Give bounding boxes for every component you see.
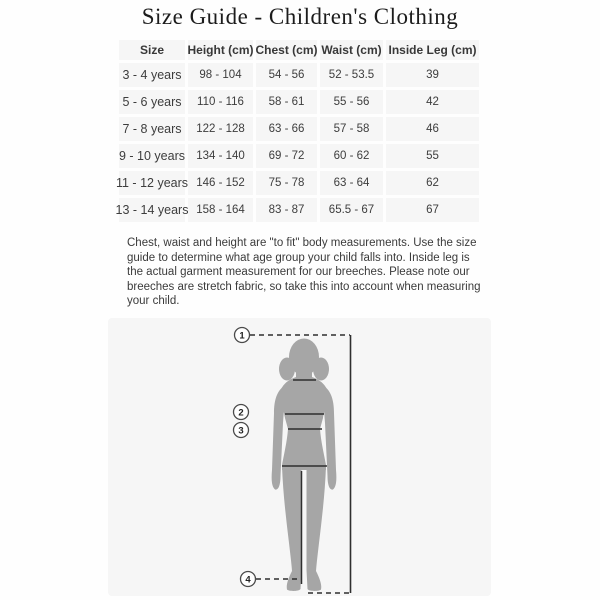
marker-3-number: 3 [238,426,243,437]
marker-4-inside-leg: 4 [239,570,257,588]
marker-2-number: 2 [238,408,243,419]
table-cell: 65.5 - 67 [320,198,383,222]
table-cell: 158 - 164 [188,198,253,222]
table-cell: 69 - 72 [256,144,317,168]
table-cell: 98 - 104 [188,63,253,87]
table-cell: 5 - 6 years [119,90,185,114]
table-header-chest: Chest (cm) [256,40,318,60]
table-cell: 58 - 61 [256,90,317,114]
marker-2-chest: 2 [232,403,250,421]
child-silhouette [271,338,337,591]
table-cell: 39 [386,63,479,87]
body-diagram-svg: 1 2 3 4 [232,326,352,594]
marker-1-height: 1 [233,326,251,344]
table-cell: 54 - 56 [256,63,317,87]
fit-lines [282,379,327,584]
table-header-size: Size [119,40,185,60]
table-cell: 110 - 116 [188,90,253,114]
table-header-inside-leg: Inside Leg (cm) [386,40,479,60]
marker-4-number: 4 [245,575,251,586]
table-cell: 83 - 87 [256,198,317,222]
marker-3-waist: 3 [232,421,250,439]
table-cell: 75 - 78 [256,171,317,195]
table-cell: 13 - 14 years [116,198,188,222]
table-cell: 62 [386,171,479,195]
page-title: Size Guide - Children's Clothing [141,4,459,29]
table-cell: 122 - 128 [188,117,253,141]
table-cell: 3 - 4 years [119,63,185,87]
table-cell: 46 [386,117,479,141]
table-cell: 9 - 10 years [119,144,185,168]
table-header-height: Height (cm) [188,40,254,60]
measurement-note: Chest, waist and height are "to fit" bod… [127,237,481,308]
table-cell: 63 - 64 [320,171,383,195]
marker-1-number: 1 [239,331,245,342]
table-cell: 11 - 12 years [116,171,188,195]
table-cell: 63 - 66 [256,117,317,141]
table-header-waist: Waist (cm) [320,40,383,60]
table-cell: 57 - 58 [320,117,383,141]
table-cell: 7 - 8 years [119,117,185,141]
table-cell: 55 - 56 [320,90,383,114]
table-cell: 134 - 140 [188,144,253,168]
table-cell: 55 [386,144,479,168]
table-cell: 146 - 152 [188,171,253,195]
table-cell: 42 [386,90,479,114]
table-cell: 60 - 62 [320,144,383,168]
measure-guides [250,334,352,594]
table-cell: 52 - 53.5 [320,63,383,87]
size-guide-table: Size Height (cm) Chest (cm) Waist (cm) I… [116,40,479,222]
measurement-diagram: 1 2 3 4 [108,318,491,596]
table-cell: 67 [386,198,479,222]
